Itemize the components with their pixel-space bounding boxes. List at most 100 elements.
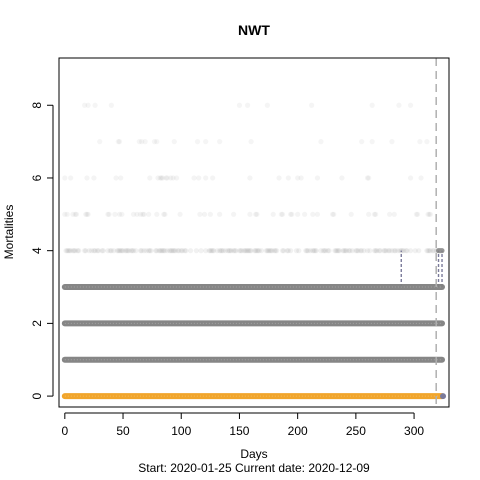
- data-point: [84, 211, 90, 217]
- data-point: [161, 211, 167, 217]
- data-point: [325, 248, 331, 254]
- data-point: [263, 248, 269, 254]
- data-point: [238, 248, 244, 254]
- data-point: [276, 175, 282, 181]
- data-point: [426, 211, 432, 217]
- y-tick-label: 6: [30, 174, 44, 181]
- data-point: [288, 248, 294, 254]
- data-point: [364, 248, 371, 254]
- data-point: [82, 248, 88, 254]
- level-6-points: [62, 175, 424, 181]
- data-point: [355, 248, 361, 254]
- data-point: [219, 248, 225, 254]
- data-point: [284, 248, 290, 254]
- data-point: [175, 248, 181, 254]
- data-point: [168, 248, 174, 254]
- data-point: [353, 248, 359, 254]
- data-point: [201, 211, 208, 217]
- data-point: [427, 248, 433, 254]
- data-point: [246, 248, 252, 254]
- data-point: [222, 248, 229, 254]
- data-point: [88, 248, 95, 254]
- y-tick-label: 0: [30, 392, 44, 399]
- data-point: [321, 248, 328, 254]
- data-point: [285, 248, 291, 254]
- data-point: [303, 248, 309, 254]
- y-tick-label: 4: [30, 247, 44, 254]
- data-point: [95, 248, 102, 254]
- data-point: [254, 211, 260, 217]
- data-point: [151, 139, 158, 145]
- data-point: [334, 248, 340, 254]
- y-tick-label: 2: [30, 320, 44, 327]
- data-point: [220, 248, 226, 254]
- data-point: [387, 211, 393, 217]
- data-point: [158, 248, 165, 254]
- data-point: [382, 248, 388, 254]
- data-point: [307, 248, 314, 254]
- data-point: [178, 248, 184, 254]
- data-point: [99, 248, 105, 254]
- data-point: [162, 248, 168, 254]
- y-axis-label: Mortalities: [2, 205, 16, 260]
- data-point: [364, 175, 371, 181]
- data-point: [203, 175, 209, 181]
- data-point: [242, 248, 248, 254]
- data-point: [139, 248, 145, 254]
- data-point: [392, 248, 399, 254]
- data-point: [253, 248, 259, 254]
- data-point: [244, 248, 251, 254]
- data-point: [62, 175, 68, 181]
- data-point: [68, 175, 74, 181]
- data-point: [285, 175, 291, 181]
- data-point: [243, 248, 250, 254]
- data-point: [164, 248, 170, 254]
- data-point: [407, 248, 414, 254]
- data-point: [369, 139, 375, 145]
- data-point: [82, 102, 88, 108]
- data-point: [73, 211, 80, 217]
- data-point: [343, 248, 350, 254]
- data-point: [347, 248, 353, 254]
- data-point: [341, 248, 347, 254]
- data-point: [418, 175, 424, 181]
- data-point: [210, 248, 216, 254]
- chart-subtitle: Start: 2020-01-25 Current date: 2020-12-…: [138, 461, 370, 475]
- data-point: [154, 248, 160, 254]
- data-point: [198, 248, 204, 254]
- data-point: [158, 175, 165, 181]
- data-point: [196, 175, 202, 181]
- data-point: [142, 139, 148, 145]
- data-point: [118, 175, 124, 181]
- data-point: [70, 211, 76, 217]
- data-point: [430, 248, 436, 254]
- data-point: [359, 139, 365, 145]
- data-point: [357, 248, 364, 254]
- data-point: [177, 211, 183, 217]
- data-point: [83, 211, 89, 217]
- data-point: [147, 248, 153, 254]
- data-point: [295, 211, 301, 217]
- data-point: [336, 248, 343, 254]
- data-point: [251, 248, 258, 254]
- data-point: [105, 248, 111, 254]
- x-axis: 0 50 100 150 200 250 300: [61, 412, 424, 438]
- data-point: [369, 102, 375, 108]
- data-point: [154, 139, 160, 145]
- data-point: [172, 248, 179, 254]
- data-point: [247, 175, 253, 181]
- data-point: [72, 248, 78, 254]
- data-point: [265, 248, 272, 254]
- data-point: [136, 139, 142, 145]
- data-point: [228, 248, 234, 254]
- x-axis-label: Days: [240, 447, 267, 461]
- data-point: [114, 248, 120, 254]
- data-point: [412, 248, 418, 254]
- data-point: [107, 248, 113, 254]
- data-point: [206, 248, 212, 254]
- data-point: [146, 248, 152, 254]
- data-point: [373, 211, 379, 217]
- data-point: [271, 248, 277, 254]
- data-point: [116, 248, 123, 254]
- data-point: [366, 175, 372, 181]
